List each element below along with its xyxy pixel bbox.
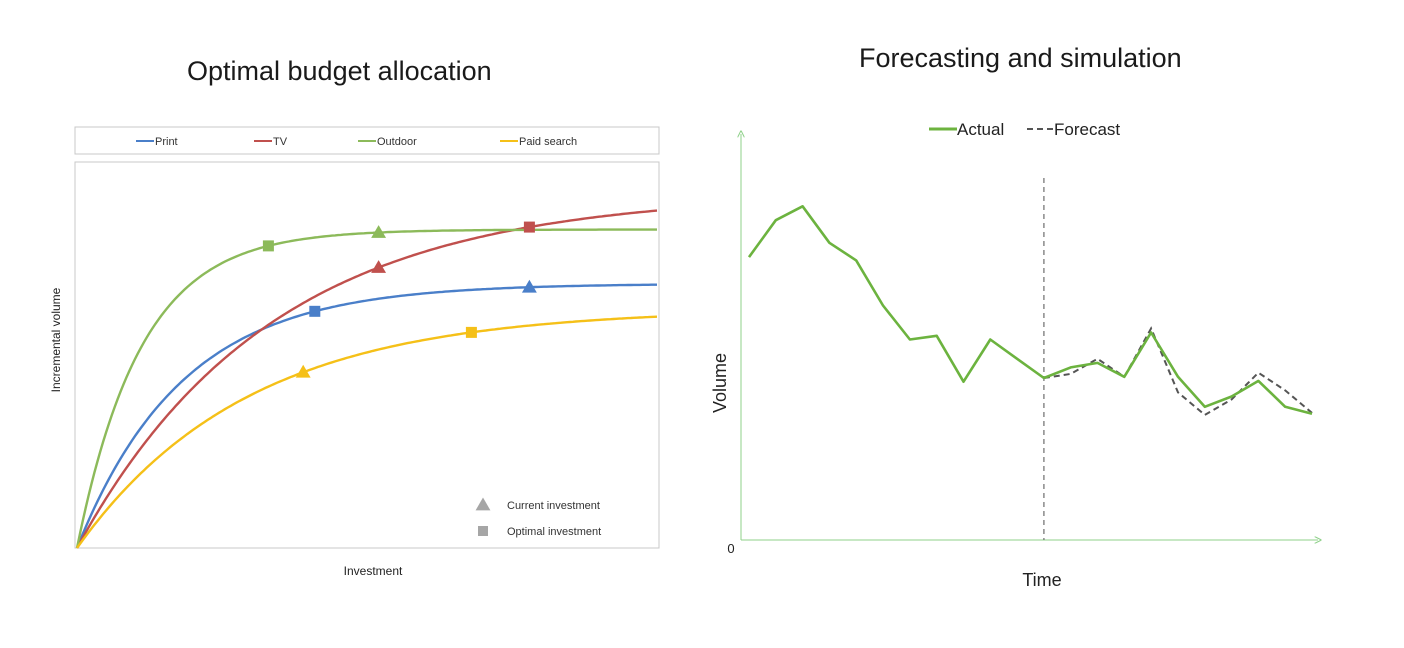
plot-area (74, 161, 660, 549)
legend-label-paid-search: Paid search (519, 136, 577, 148)
legend-label-forecast: Forecast (1054, 120, 1120, 139)
marker-legend-square (478, 526, 488, 536)
y-axis-label: Incremental volume (49, 287, 63, 392)
current-marker-outdoor (371, 225, 387, 238)
optimal-marker-tv (523, 221, 535, 233)
actual-line (747, 205, 1313, 415)
current-marker-tv (371, 260, 387, 273)
legend-label-tv: TV (273, 136, 288, 148)
marker-legend: Current investment Optimal investment (475, 497, 601, 538)
x-axis-label: Investment (344, 564, 403, 578)
curve-paid-search (76, 315, 658, 549)
left-chart-title: Optimal budget allocation (187, 56, 492, 86)
marker-legend-label-optimal-investment: Optimal investment (507, 526, 601, 538)
series-legend: Print TV Outdoor Paid search (136, 136, 577, 148)
current-marker-print (521, 279, 537, 293)
forecast-line (1043, 326, 1313, 417)
forecast-legend: Actual Forecast (929, 120, 1120, 139)
series-legend-box (74, 126, 660, 155)
legend-label-print: Print (155, 136, 178, 148)
marker-legend-label-current-investment: Current investment (507, 500, 600, 512)
legend-label-outdoor: Outdoor (377, 136, 417, 148)
legend-label-actual: Actual (957, 120, 1004, 139)
right-chart-title: Forecasting and simulation (859, 43, 1182, 73)
right-y-axis-label: Volume (710, 353, 730, 413)
right-x-axis-label: Time (1022, 570, 1061, 590)
investment-markers (262, 221, 537, 378)
optimal-marker-outdoor (262, 240, 274, 252)
y-axis-zero-tick: 0 (727, 541, 734, 556)
optimal-marker-print (309, 305, 321, 317)
response-curves (75, 209, 658, 549)
forecast-series-lines (747, 205, 1313, 417)
curve-print (75, 283, 657, 549)
forecast-chart: Actual Forecast 0 Time Volume (710, 120, 1318, 590)
budget-allocation-chart: Print TV Outdoor Paid search Current invest… (49, 126, 660, 578)
current-marker-paid-search (295, 364, 311, 378)
optimal-marker-paid-search (465, 326, 477, 338)
curve-outdoor (75, 228, 657, 549)
curve-tv (75, 209, 658, 549)
marker-legend-triangle (475, 497, 491, 511)
